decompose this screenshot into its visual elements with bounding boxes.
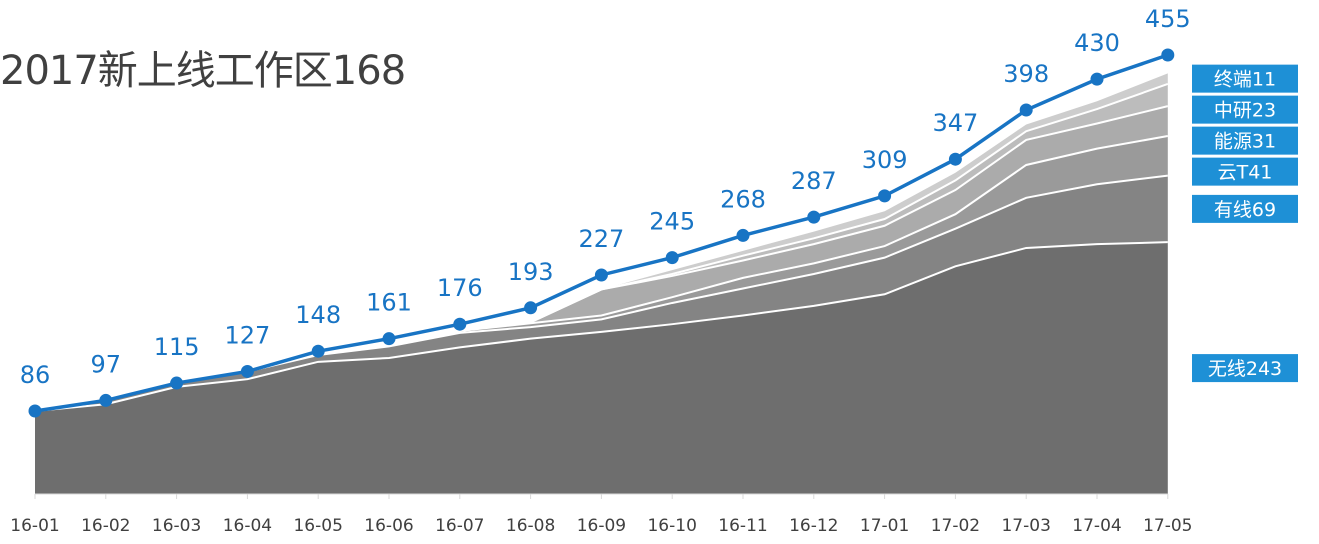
total-data-label: 287: [791, 167, 837, 195]
x-tick-label: 16-04: [223, 516, 272, 536]
x-tick-label: 16-06: [364, 516, 413, 536]
total-point: [665, 251, 679, 265]
total-data-label: 227: [578, 225, 624, 253]
total-point: [948, 152, 962, 166]
series-label-box: [1192, 64, 1298, 93]
total-data-label: 309: [862, 146, 908, 174]
x-tick-label: 16-09: [577, 516, 626, 536]
total-point: [28, 404, 42, 418]
series-label-box: [1192, 126, 1298, 155]
chart-title: 2017新上线工作区168: [0, 48, 406, 94]
total-point: [807, 210, 821, 224]
total-point: [736, 228, 750, 242]
total-point: [524, 301, 538, 315]
series-label-有线: 有线69: [1214, 199, 1276, 221]
total-point: [1019, 103, 1033, 117]
series-label-box: [1192, 354, 1298, 383]
series-label-云T: 云T41: [1218, 162, 1273, 184]
total-point: [240, 364, 254, 378]
total-line-series: 86 97 115 127 148 161 176 193 227 245 268 287 309 347…: [20, 5, 1191, 418]
total-point: [594, 268, 608, 282]
total-data-label: 455: [1145, 5, 1191, 33]
x-tick-label: 16-10: [647, 516, 696, 536]
series-label-box: [1192, 157, 1298, 186]
total-data-label: 148: [295, 301, 341, 329]
total-point: [170, 376, 184, 390]
area-有线: [35, 175, 1168, 412]
total-data-label: 86: [20, 361, 51, 389]
total-data-label: 430: [1074, 29, 1120, 57]
total-point: [878, 189, 892, 203]
total-data-label: 176: [437, 274, 483, 302]
series-label-无线: 无线243: [1208, 358, 1282, 380]
total-data-label: 347: [932, 109, 978, 137]
x-tick-label: 16-07: [435, 516, 484, 536]
total-point: [453, 317, 467, 331]
area-无线: [35, 242, 1168, 494]
total-data-label: 245: [649, 208, 695, 236]
x-tick-label: 16-12: [789, 516, 838, 536]
total-point: [382, 332, 396, 346]
total-point: [1090, 72, 1104, 86]
separator-无线: [34, 241, 1168, 413]
total-point: [99, 393, 113, 407]
total-data-label: 268: [720, 185, 766, 213]
x-tick-label: 16-11: [718, 516, 767, 536]
total-point: [1161, 48, 1175, 62]
total-data-label: 193: [508, 258, 554, 286]
series-labels: 终端11 中研23 能源31 云T41 有线69 无线243: [1192, 64, 1298, 383]
total-point: [311, 344, 325, 358]
x-tick-label: 16-01: [10, 516, 59, 536]
series-label-box: [1192, 194, 1298, 223]
series-label-终端: 终端11: [1214, 69, 1276, 91]
total-data-label: 97: [91, 350, 122, 378]
total-data-label: 127: [224, 321, 270, 349]
x-tick-label: 17-04: [1072, 516, 1121, 536]
total-data-label: 115: [154, 333, 200, 361]
area-能源: [35, 106, 1168, 412]
x-tick-label: 17-03: [1001, 516, 1050, 536]
series-label-中研: 中研23: [1214, 100, 1276, 122]
x-tick-label: 17-05: [1143, 516, 1192, 536]
x-tick-label: 16-08: [506, 516, 555, 536]
total-data-label: 161: [366, 289, 412, 317]
stacked-areas: [34, 73, 1169, 494]
x-tick-label: 17-01: [860, 516, 909, 536]
area-云T: [35, 136, 1168, 412]
x-tick-label: 16-05: [293, 516, 342, 536]
series-label-能源: 能源31: [1214, 131, 1276, 153]
x-tick-label: 16-03: [152, 516, 201, 536]
x-tick-label: 17-02: [931, 516, 980, 536]
series-label-box: [1192, 95, 1298, 124]
total-data-label: 398: [1003, 60, 1049, 88]
x-axis: 16-01 16-02 16-03 16-04 16-05 16-06 16-07 16-08…: [10, 493, 1193, 536]
x-tick-label: 16-02: [81, 516, 130, 536]
